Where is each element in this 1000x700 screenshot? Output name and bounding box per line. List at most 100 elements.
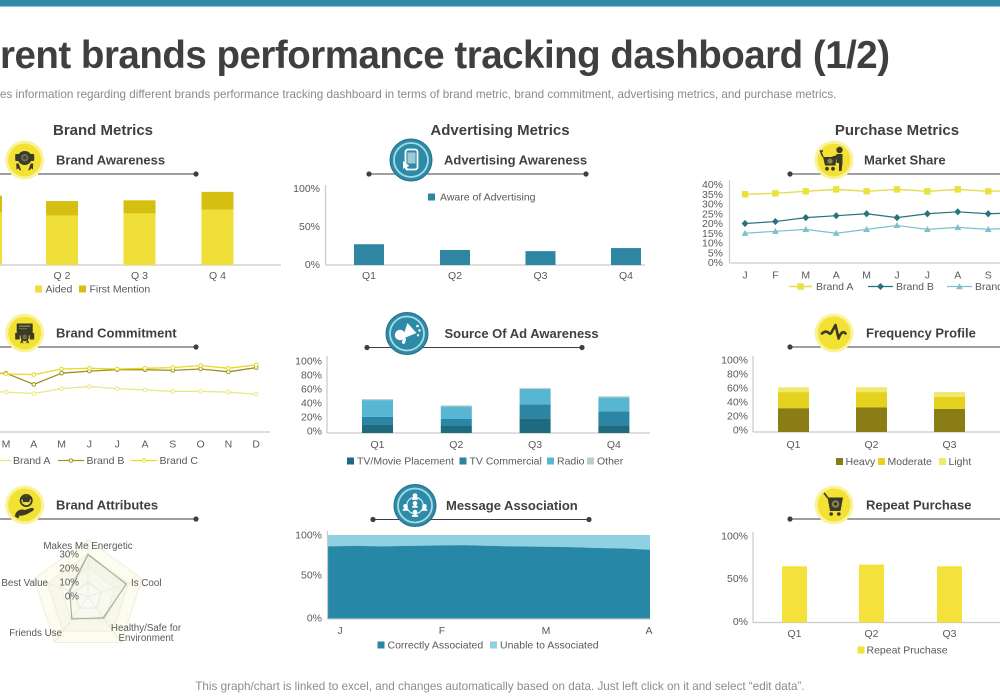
svg-text:M: M <box>801 270 810 282</box>
svg-text:20%: 20% <box>702 218 723 230</box>
svg-text:D: D <box>252 439 260 451</box>
svg-text:Q3: Q3 <box>528 439 542 451</box>
svg-text:M: M <box>57 439 66 451</box>
svg-text:O: O <box>197 439 205 451</box>
svg-text:Q1: Q1 <box>787 628 801 640</box>
svg-text:First Mention: First Mention <box>90 284 151 296</box>
svg-text:100%: 100% <box>295 530 322 542</box>
svg-text:100%: 100% <box>721 531 748 543</box>
svg-text:50%: 50% <box>299 221 320 233</box>
svg-text:Is Cool: Is Cool <box>131 578 162 589</box>
svg-text:Advertising Metrics: Advertising Metrics <box>430 122 569 139</box>
svg-text:N: N <box>225 439 233 451</box>
svg-text:A: A <box>141 439 148 451</box>
svg-text:J: J <box>115 439 120 451</box>
svg-text:This graph/chart is linked to: This graph/chart is linked to excel, and… <box>195 680 804 693</box>
svg-text:0%: 0% <box>733 425 748 437</box>
svg-text:Brand A: Brand A <box>13 455 50 467</box>
svg-text:Moderate: Moderate <box>888 456 933 468</box>
svg-text:30%: 30% <box>702 199 723 211</box>
svg-text:Q2: Q2 <box>864 628 878 640</box>
svg-text:This slide provides informatio: This slide provides information regardin… <box>0 88 836 101</box>
svg-text:Market Share: Market Share <box>864 153 946 168</box>
svg-text:Brand Commitment: Brand Commitment <box>56 326 177 341</box>
svg-text:Q 4: Q 4 <box>209 270 226 282</box>
svg-text:J: J <box>894 270 899 282</box>
svg-text:Purchase Metrics: Purchase Metrics <box>835 122 959 139</box>
svg-text:TV Commercial: TV Commercial <box>470 456 542 468</box>
svg-text:Best Value: Best Value <box>1 578 48 589</box>
svg-text:Brand A: Brand A <box>816 281 853 293</box>
svg-text:100%: 100% <box>295 356 322 368</box>
svg-text:Environment: Environment <box>119 633 174 644</box>
svg-text:Unable to Associated: Unable to Associated <box>500 640 599 652</box>
svg-text:Repeat Pruchase: Repeat Pruchase <box>867 645 948 657</box>
svg-text:25%: 25% <box>702 208 723 220</box>
svg-text:TV/Movie Placement: TV/Movie Placement <box>357 456 454 468</box>
svg-text:Makes Me Energetic: Makes Me Energetic <box>43 541 132 552</box>
svg-text:A: A <box>645 625 652 637</box>
svg-text:40%: 40% <box>727 397 748 409</box>
svg-text:Brand B: Brand B <box>896 281 934 293</box>
svg-text:M: M <box>2 439 11 451</box>
svg-text:Q4: Q4 <box>607 439 621 451</box>
svg-text:J: J <box>87 439 92 451</box>
svg-text:Brand B: Brand B <box>87 455 125 467</box>
svg-text:Q4: Q4 <box>619 270 633 282</box>
svg-text:5%: 5% <box>708 247 723 259</box>
svg-text:Message Association: Message Association <box>446 498 578 513</box>
svg-text:50%: 50% <box>301 570 322 582</box>
svg-text:0%: 0% <box>307 426 322 438</box>
svg-text:Current brands performance tra: Current brands performance tracking dash… <box>0 34 890 77</box>
svg-text:S: S <box>985 270 992 282</box>
svg-text:60%: 60% <box>301 384 322 396</box>
svg-text:Repeat Purchase: Repeat Purchase <box>866 498 972 513</box>
svg-text:100%: 100% <box>293 183 320 195</box>
svg-text:Friends Use: Friends Use <box>9 628 62 639</box>
svg-text:Brand Attributes: Brand Attributes <box>56 498 158 513</box>
svg-text:Brand Metrics: Brand Metrics <box>53 122 153 139</box>
svg-text:A: A <box>30 439 37 451</box>
svg-text:0%: 0% <box>65 592 79 603</box>
svg-text:F: F <box>439 625 445 637</box>
svg-text:S: S <box>169 439 176 451</box>
svg-text:A: A <box>954 270 961 282</box>
svg-text:Healthy/Safe for: Healthy/Safe for <box>111 623 182 634</box>
svg-text:J: J <box>337 625 342 637</box>
svg-text:20%: 20% <box>727 411 748 423</box>
svg-text:0%: 0% <box>708 257 723 269</box>
svg-text:M: M <box>542 625 551 637</box>
svg-text:Heavy: Heavy <box>846 456 877 468</box>
svg-text:Aware of Advertising: Aware of Advertising <box>440 192 536 204</box>
svg-text:F: F <box>772 270 778 282</box>
svg-text:Advertising Awareness: Advertising Awareness <box>444 153 587 168</box>
svg-text:10%: 10% <box>59 578 79 589</box>
svg-text:40%: 40% <box>702 179 723 191</box>
svg-text:20%: 20% <box>301 412 322 424</box>
svg-text:100%: 100% <box>721 355 748 367</box>
svg-text:Q1: Q1 <box>370 439 384 451</box>
svg-text:Frequency Profile: Frequency Profile <box>866 326 976 341</box>
svg-text:80%: 80% <box>727 369 748 381</box>
svg-text:Source Of Ad Awareness: Source Of Ad Awareness <box>445 326 599 341</box>
svg-text:Q 2: Q 2 <box>54 270 71 282</box>
svg-text:80%: 80% <box>301 370 322 382</box>
svg-text:Correctly Associated: Correctly Associated <box>388 640 484 652</box>
svg-text:Q3: Q3 <box>942 439 956 451</box>
svg-text:50%: 50% <box>727 573 748 585</box>
svg-text:30%: 30% <box>59 550 79 561</box>
svg-text:Q2: Q2 <box>449 439 463 451</box>
svg-text:20%: 20% <box>59 564 79 575</box>
svg-text:15%: 15% <box>702 228 723 240</box>
svg-text:Aided: Aided <box>46 284 73 296</box>
svg-text:Q2: Q2 <box>864 439 878 451</box>
svg-text:35%: 35% <box>702 189 723 201</box>
svg-text:40%: 40% <box>301 398 322 410</box>
svg-text:Q3: Q3 <box>533 270 547 282</box>
svg-text:Q3: Q3 <box>942 628 956 640</box>
svg-text:Q1: Q1 <box>786 439 800 451</box>
svg-text:60%: 60% <box>727 383 748 395</box>
svg-text:J: J <box>925 270 930 282</box>
svg-text:0%: 0% <box>307 613 322 625</box>
svg-text:Light: Light <box>949 456 972 468</box>
